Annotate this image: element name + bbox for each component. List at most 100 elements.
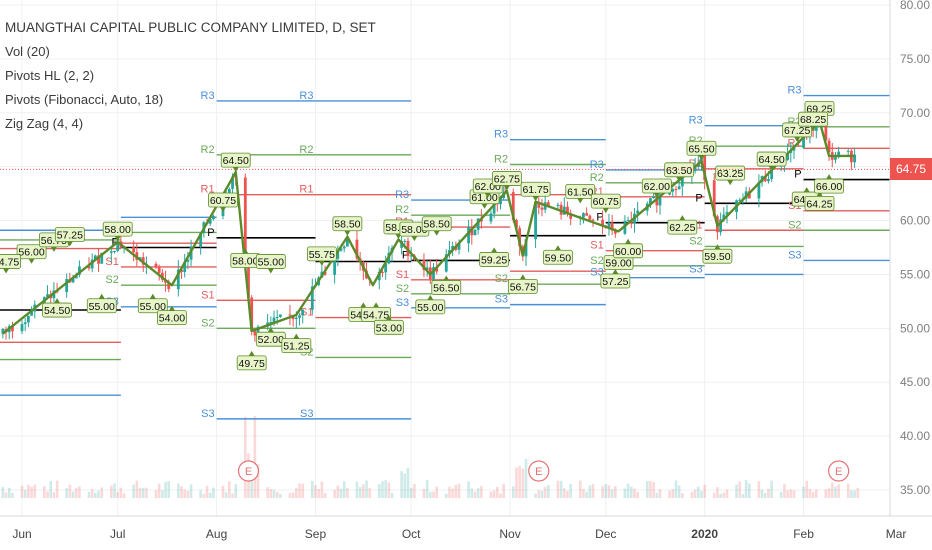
legend-pivots-fib[interactable]: Pivots (Fibonacci, Auto, 18) <box>5 92 164 107</box>
pivot-label-s2: S2 <box>689 235 702 247</box>
volume-bar <box>783 484 786 498</box>
pivot-callout-text: 59.25 <box>481 254 507 266</box>
volume-bar <box>154 490 158 498</box>
pivot-callout-text: 56.00 <box>18 247 44 259</box>
pivot-callout-tip <box>427 294 434 300</box>
volume-bar <box>674 480 678 498</box>
volume-bar <box>473 491 477 498</box>
volume-bar <box>626 483 630 498</box>
pivot-callout-tip <box>114 236 121 242</box>
candle-body <box>767 179 770 182</box>
legend-vol[interactable]: Vol (20) <box>5 44 50 59</box>
pivot-callout-tip <box>532 196 539 202</box>
candle-body <box>432 267 435 280</box>
volume-bar <box>27 484 30 498</box>
volume-bar <box>11 492 14 498</box>
volume-bar <box>167 481 171 498</box>
candle-body <box>556 204 560 206</box>
volume-bar <box>97 490 100 498</box>
pivot-callout-text: 62.25 <box>669 222 695 234</box>
volume-bar <box>735 484 738 498</box>
volume-bar <box>645 481 649 498</box>
volume-bar <box>317 488 320 498</box>
candle-body <box>97 255 100 264</box>
candle-body <box>272 317 276 323</box>
volume-bar <box>451 488 454 498</box>
volume-bar <box>556 480 560 498</box>
legend-zigzag[interactable]: Zig Zag (4, 4) <box>5 116 84 131</box>
candle-body <box>87 266 91 269</box>
pivot-callout-tip <box>602 208 609 214</box>
pivot-callout-text: 60.00 <box>615 246 641 258</box>
volume-bar <box>400 471 403 498</box>
volume-bar <box>591 484 595 498</box>
symbol-title[interactable]: MUANGTHAI CAPITAL PUBLIC COMPANY LIMITED… <box>5 20 376 35</box>
earnings-marker <box>528 460 550 482</box>
volume-bar <box>279 493 282 498</box>
candle-body <box>250 297 254 331</box>
pivot-label-p: P <box>794 169 801 181</box>
volume-bar <box>537 490 541 498</box>
pivot-callout-tip <box>219 207 226 213</box>
volume-bar <box>403 473 407 498</box>
volume-bar <box>119 487 123 498</box>
price-tick-label: 75.00 <box>900 52 930 66</box>
pivot-callout-tip <box>50 246 57 252</box>
volume-bar <box>164 481 167 498</box>
pivot-callout-tip <box>98 293 105 299</box>
pivot-callout-text: 57.25 <box>602 276 628 288</box>
candle-body <box>511 192 515 221</box>
candle-body <box>802 131 805 148</box>
volume-bar <box>336 485 340 498</box>
volume-bar <box>253 415 257 498</box>
candle-body <box>333 258 337 275</box>
pivot-callout-tip <box>373 302 380 308</box>
pivot-callout-tip <box>612 268 619 274</box>
candle-body <box>537 201 541 208</box>
volume-bar <box>113 483 116 498</box>
candle-body <box>78 266 81 275</box>
volume-bar <box>792 490 796 498</box>
volume-bar <box>362 484 365 498</box>
volume-bar <box>323 493 327 498</box>
volume-bar <box>406 468 410 498</box>
candle-body <box>345 239 349 247</box>
pivot-label-p: P <box>112 237 119 249</box>
candle-body <box>435 267 439 272</box>
candle-body <box>109 251 113 253</box>
candle-body <box>738 199 742 201</box>
volume-bar <box>543 487 547 498</box>
volume-bar <box>141 487 145 498</box>
chart-legend: MUANGTHAI CAPITAL PUBLIC COMPANY LIMITED… <box>5 16 376 136</box>
time-tick-label: Oct <box>402 527 421 541</box>
legend-pivots-hl[interactable]: Pivots HL (2, 2) <box>5 68 95 83</box>
candle-body <box>757 182 761 199</box>
candle-body <box>23 322 27 325</box>
candle-body <box>693 166 697 172</box>
pivot-callout-tip <box>267 268 274 274</box>
pivot-label-s2: S2 <box>590 255 603 267</box>
earnings-marker <box>237 460 260 482</box>
pivot-callout-tip <box>385 315 392 321</box>
pivot-callout-text: 56.75 <box>510 281 536 293</box>
last-price-tag: 64.75 <box>890 158 932 181</box>
candle-body <box>269 322 273 324</box>
pivot-callout-tip <box>149 293 156 299</box>
price-tick-label: 40.00 <box>900 429 930 443</box>
volume-bar <box>135 480 139 498</box>
pivot-label-s2: S2 <box>201 317 214 329</box>
volume-bar <box>74 487 78 498</box>
volume-bar <box>256 464 260 498</box>
volume-bar <box>269 489 273 498</box>
pivot-label-r3: R3 <box>689 115 703 127</box>
volume-bar <box>767 488 770 498</box>
pivot-callout-tip <box>267 327 274 333</box>
volume-bar <box>830 482 834 498</box>
candle-body <box>451 245 455 250</box>
candle-body <box>824 121 828 141</box>
volume-bar <box>448 486 451 498</box>
volume-bar <box>786 490 789 498</box>
volume-bar <box>342 481 346 498</box>
volume-bar <box>457 483 461 498</box>
